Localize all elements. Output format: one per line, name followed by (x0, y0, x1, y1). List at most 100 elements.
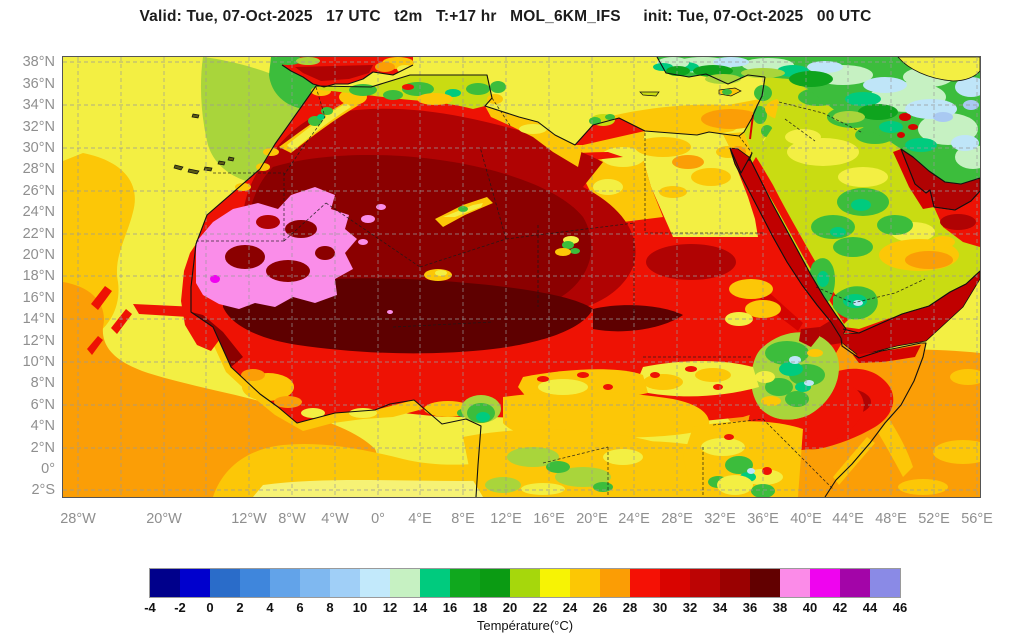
colorbar-tick-label: 18 (472, 600, 488, 615)
colorbar-cell (810, 569, 840, 597)
region-alg-gold (417, 93, 453, 105)
lon-tick-label: 12°W (231, 511, 267, 527)
region-ethiopia-cyan-2 (804, 380, 814, 386)
colorbar-tick-label: 12 (382, 600, 398, 615)
region-libya-coast-yellow (519, 124, 547, 134)
region-ocean-red-coastal (181, 244, 220, 351)
region-arabia-yellow-2 (838, 167, 888, 187)
region-ghana-yellow-2 (349, 408, 377, 418)
region-ocean-red-streak-1 (133, 304, 197, 317)
lon-tick-label: 8°W (278, 511, 306, 527)
region-congo-yellow-1 (603, 449, 643, 465)
lon-tick-label: 4°E (408, 511, 432, 527)
region-zagros-red-3 (897, 132, 905, 138)
coastline (190, 85, 482, 497)
region-levant-green-2 (753, 106, 767, 124)
region-congo-yg-1 (507, 447, 559, 467)
colorbar-cell (150, 569, 180, 597)
colorbar-cell (450, 569, 480, 597)
colorbar-tick-label: 16 (442, 600, 458, 615)
map-canvas (62, 56, 981, 498)
colorbar-tick-label: 10 (352, 600, 368, 615)
map-svg (63, 57, 980, 497)
lon-tick-label: 8°E (451, 511, 475, 527)
colorbar-cell (480, 569, 510, 597)
lat-tick-label: 24°N (22, 204, 55, 220)
region-kenya-yellow-1 (701, 438, 745, 456)
region-anatolia-dgreen-2 (789, 71, 833, 87)
region-ssudan-red-2 (685, 366, 697, 372)
region-canary-4 (217, 160, 226, 166)
region-sahel-darkmaroon-east (593, 305, 683, 332)
colorbar-tick-label: 14 (412, 600, 428, 615)
colorbar-cell (390, 569, 420, 597)
lat-tick-label: 2°N (30, 440, 55, 456)
region-egypt-orange (672, 155, 704, 169)
lon-tick-label: 24°E (618, 511, 650, 527)
region-iberia-darkred-south (295, 65, 373, 81)
region-anatolia-yg-2 (705, 74, 741, 84)
region-cameroon-emerald (476, 412, 490, 422)
colorbar-tick-label: 20 (502, 600, 518, 615)
lat-tick-label: 8°N (30, 375, 55, 391)
region-iran-dgreen (858, 104, 898, 120)
region-arabia-emerald-2 (830, 227, 846, 237)
lon-tick-label: 44°E (832, 511, 864, 527)
region-pink-satellite-1 (361, 215, 375, 223)
region-pink-satellite-4 (387, 310, 393, 314)
region-yemen-coast-red (844, 317, 893, 333)
region-libya-coast-gold (485, 106, 583, 167)
region-kenya-red-1 (762, 467, 772, 475)
region-ethiopia-gold-1 (761, 396, 781, 406)
region-car-red-2 (577, 372, 589, 378)
region-jordan-valley-red (749, 114, 754, 140)
region-egypt-gold-4 (659, 186, 687, 198)
region-gold-eocean-1 (933, 440, 980, 464)
region-ocean-red-streak-2 (91, 286, 112, 310)
colorbar-tick-label: -4 (144, 600, 156, 615)
region-mauritania-pink (196, 187, 357, 309)
region-ssudan-red-1 (650, 372, 660, 378)
country-border (784, 118, 816, 142)
lat-tick-label: 0° (41, 461, 55, 477)
region-alg-green-4 (383, 90, 403, 100)
colorbar-tick-label: 40 (802, 600, 818, 615)
region-asir-emerald (817, 271, 829, 287)
region-oman-gold (931, 236, 955, 248)
region-afar-darkred (799, 327, 820, 347)
colorbar-tick-label: 2 (236, 600, 244, 615)
colorbar-tick-label: 4 (266, 600, 274, 615)
region-libya-yellow-2 (593, 179, 623, 195)
colorbar-cell (870, 569, 900, 597)
lat-tick-label: 18°N (22, 268, 55, 284)
region-pink-hole-3 (266, 260, 310, 282)
region-alg-emerald (445, 89, 461, 97)
colorbar-cell (690, 569, 720, 597)
colorbar-cell (420, 569, 450, 597)
region-sudan-gold-1 (729, 279, 773, 299)
region-tibesti-green-2 (570, 248, 580, 254)
region-zagros-red-2 (908, 124, 918, 130)
colorbar-tick-label: 6 (296, 600, 304, 615)
colorbar-cell (570, 569, 600, 597)
region-ghana-yellow-1 (301, 408, 325, 418)
region-canary-2 (187, 168, 200, 175)
lat-tick-label: 30°N (22, 140, 55, 156)
lon-tick-label: 28°W (60, 511, 96, 527)
region-greece-dgreen (666, 66, 690, 76)
region-car-red-3 (603, 384, 613, 390)
country-border (283, 202, 327, 242)
colorbar-tick-label: 38 (772, 600, 788, 615)
colorbar-tick-label: 0 (206, 600, 214, 615)
region-iberia-orange (375, 62, 395, 72)
region-iran-emerald-1 (845, 92, 881, 106)
region-arabia-emerald-1 (851, 199, 871, 211)
page-title: Valid: Tue, 07-Oct-2025 17 UTC t2m T:+17… (139, 8, 872, 25)
colorbar-cell (300, 569, 330, 597)
colorbar-cell (600, 569, 630, 597)
region-rub-alkhali-orange (905, 251, 953, 269)
region-alg-red-dot (402, 84, 414, 90)
region-egypt-gold-2 (691, 168, 731, 186)
region-ethiopia-yellow (755, 371, 775, 383)
lon-tick-label: 32°E (704, 511, 736, 527)
